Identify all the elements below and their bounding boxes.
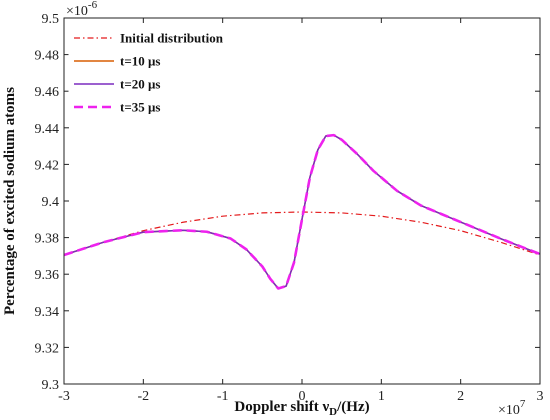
- y-tick-label: 9.46: [35, 85, 60, 100]
- x-tick-label: 1: [378, 389, 385, 404]
- y-tick-label: 9.38: [35, 232, 60, 247]
- y-axis-label: Percentage of excited sodium atoms: [2, 87, 18, 315]
- x-tick-label: -1: [217, 389, 229, 404]
- x-tick-label: 2: [457, 389, 464, 404]
- x-axis-multiplier: ×107: [498, 398, 526, 418]
- y-tick-label: 9.48: [35, 49, 60, 64]
- y-tick-label: 9.3: [42, 378, 60, 393]
- y-tick-label: 9.36: [35, 268, 60, 283]
- legend-entry-1: Initial distribution: [120, 31, 224, 46]
- legend-entry-2: t=10 μs: [120, 54, 160, 69]
- legend-entry-3: t=20 μs: [120, 77, 160, 92]
- series-layer: [63, 133, 541, 290]
- series-line-4: [63, 133, 541, 290]
- y-tick-label: 9.32: [35, 341, 60, 356]
- legend: Initial distribution t=10 μs t=20 μs t=35 μ…: [68, 23, 250, 123]
- y-tick-label: 9.34: [35, 305, 60, 320]
- y-tick-label: 9.44: [35, 122, 60, 137]
- series-line-1: [63, 211, 541, 256]
- x-tick-label: 3: [537, 389, 544, 404]
- x-tick-label: -3: [58, 389, 70, 404]
- y-axis-multiplier: ×10-6: [66, 0, 98, 19]
- ticks-layer: -3 -2 -1 0 1 2 3 9.3 9.32 9.34 9.36 9.38 9.4 9.42 9.44…: [35, 12, 544, 404]
- y-tick-label: 9.5: [42, 12, 60, 27]
- x-tick-label: 0: [299, 389, 306, 404]
- y-tick-label: 9.4: [42, 195, 60, 210]
- x-axis-label: Doppler shift νD/(Hz): [234, 399, 369, 418]
- x-tick-label: -2: [137, 389, 149, 404]
- legend-entry-4: t=35 μs: [120, 100, 160, 115]
- y-tick-label: 9.42: [35, 158, 60, 173]
- legend-box: [68, 23, 250, 123]
